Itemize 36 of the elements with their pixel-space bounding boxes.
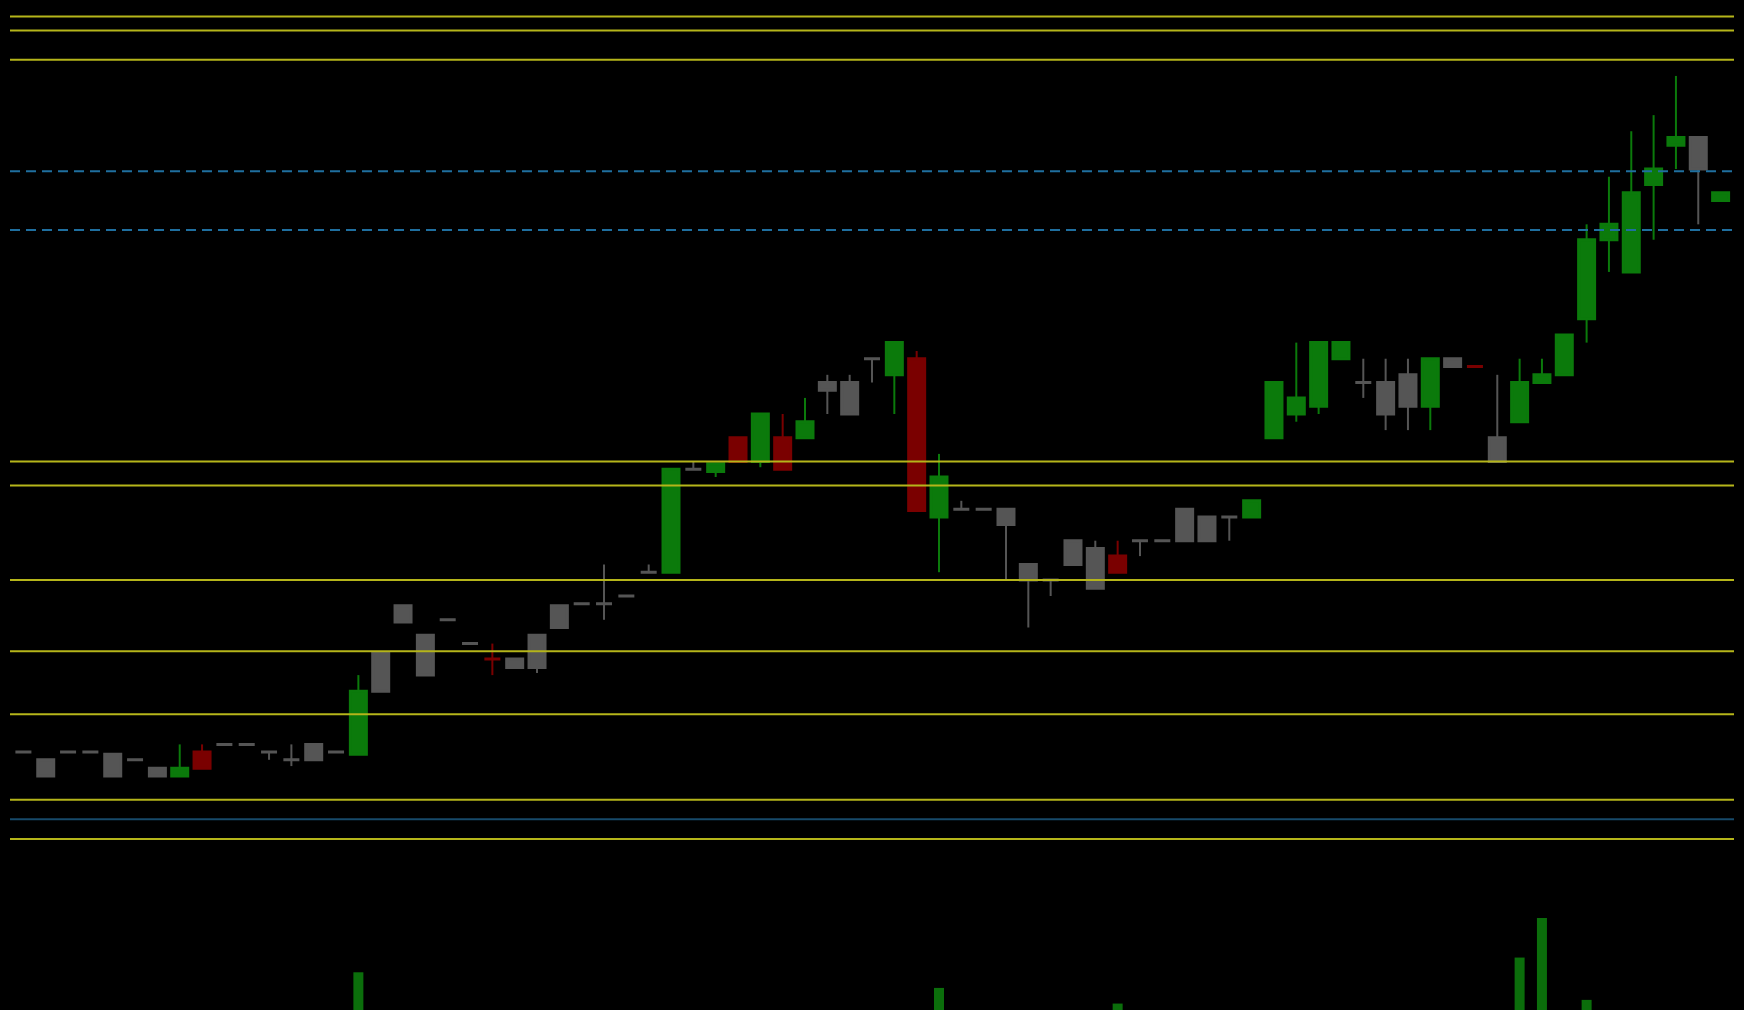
candlestick — [750, 412, 770, 469]
candlestick — [549, 604, 569, 629]
candlestick — [1085, 539, 1105, 590]
candlestick — [1063, 539, 1083, 566]
candlestick — [1108, 539, 1128, 574]
candlestick — [862, 357, 882, 384]
candlestick — [1420, 357, 1440, 432]
candlestick — [192, 743, 212, 770]
candlestick — [1554, 333, 1574, 377]
bar — [1536, 918, 1547, 1010]
candlestick — [482, 642, 502, 677]
candlestick — [884, 341, 904, 416]
candlestick — [103, 752, 123, 778]
candlestick — [1644, 114, 1664, 241]
candlestick — [281, 743, 301, 768]
candlestick — [1487, 373, 1507, 464]
candlestick — [773, 413, 793, 471]
bar — [353, 972, 364, 1010]
candlestick — [594, 563, 614, 621]
candlestick — [929, 452, 949, 574]
candlestick — [1688, 136, 1708, 226]
candlestick — [1666, 74, 1686, 171]
bar — [933, 987, 944, 1010]
candlestick — [527, 633, 547, 674]
candlestick — [1130, 539, 1150, 558]
candlestick — [1353, 357, 1373, 399]
bar — [1112, 1003, 1123, 1010]
bar — [1514, 957, 1525, 1010]
candlestick — [1041, 578, 1061, 597]
candlestick — [371, 651, 391, 693]
candlestick — [170, 743, 190, 778]
candlestick — [415, 633, 435, 677]
bar — [1581, 999, 1592, 1010]
candlestick — [996, 507, 1016, 581]
candlestick — [1219, 515, 1239, 542]
candlestick — [795, 396, 815, 440]
